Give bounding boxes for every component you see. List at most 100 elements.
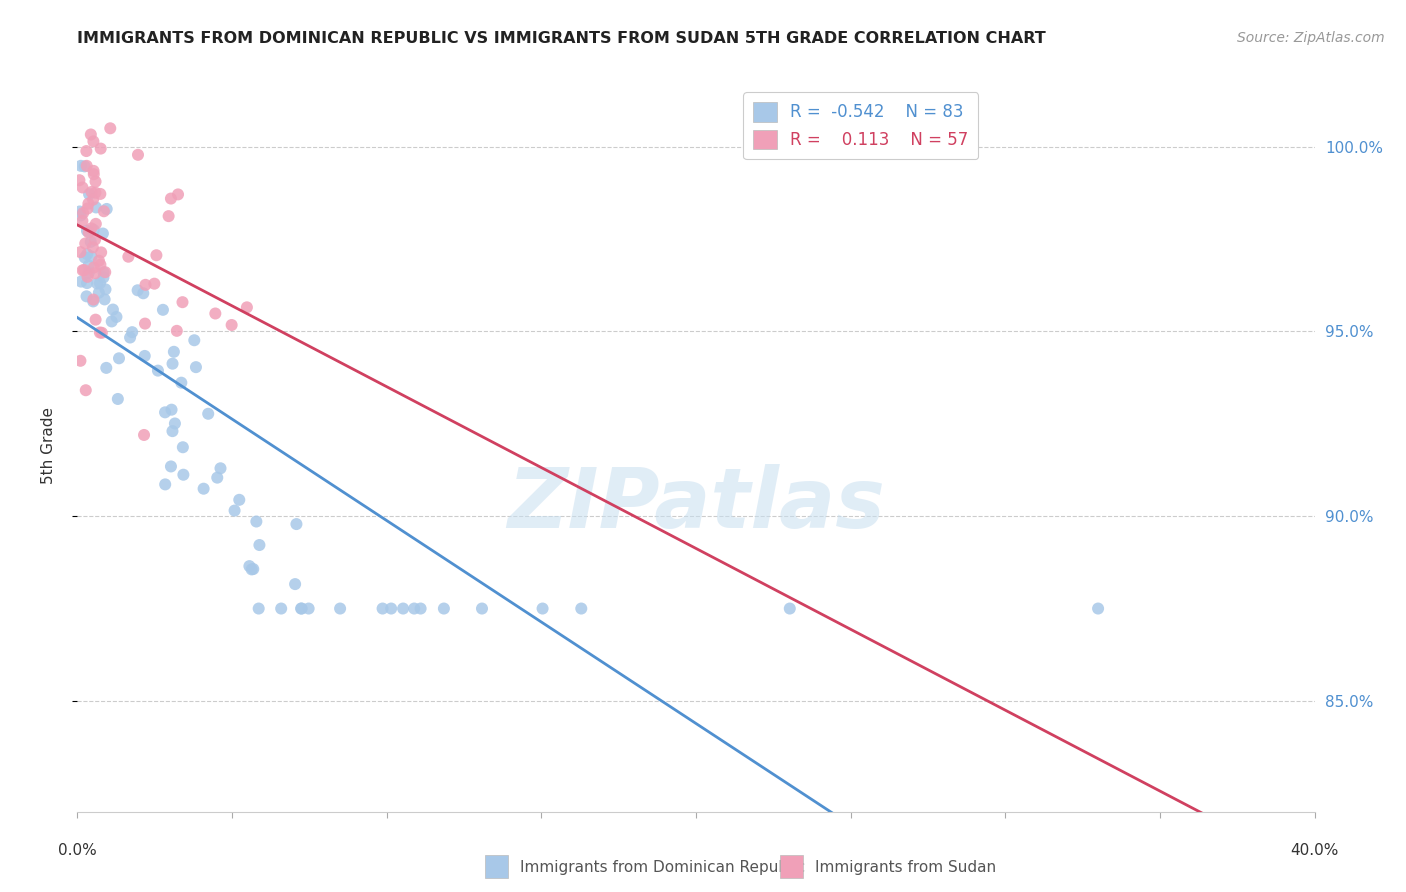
Point [121,325,143,339]
Point [392,601,415,615]
Point [132,286,155,301]
Point [94,265,117,279]
Point [73,251,96,265]
Text: Immigrants from Sudan: Immigrants from Sudan [815,860,997,874]
Point [84,175,107,189]
Point [127,283,149,297]
Point [162,424,184,438]
Y-axis label: 5th Grade: 5th Grade [42,408,56,484]
Point [84,201,107,215]
Point [89,276,111,290]
Point [69,353,91,368]
Point [170,376,193,390]
Point [245,515,267,529]
Point [238,559,260,574]
Point [242,562,264,576]
Point [108,351,131,366]
Point [80,185,103,199]
Point [134,349,156,363]
Point [80,250,103,264]
Point [433,601,456,615]
Point [83,167,105,181]
Point [77,266,100,280]
Point [84,233,107,247]
Point [80,128,103,142]
Point [101,302,124,317]
Point [207,470,229,484]
Text: IMMIGRANTS FROM DOMINICAN REPUBLIC VS IMMIGRANTS FROM SUDAN 5TH GRADE CORRELATIO: IMMIGRANTS FROM DOMINICAN REPUBLIC VS IM… [77,31,1046,46]
Point [84,217,107,231]
Point [75,236,97,251]
Point [209,461,232,475]
Point [84,312,107,326]
Point [72,263,94,277]
Point [83,260,105,275]
Point [160,459,183,474]
Point [166,324,188,338]
Point [1087,601,1109,615]
Point [569,601,592,615]
Point [157,209,180,223]
Point [72,206,94,220]
Point [76,159,98,173]
Point [76,202,98,216]
Point [145,248,167,262]
Point [89,186,111,201]
Point [117,250,139,264]
Point [89,326,111,340]
Point [83,223,105,237]
Point [96,360,118,375]
Point [404,601,426,615]
Point [236,301,259,315]
Point [69,245,91,260]
Point [163,417,186,431]
Point [93,265,115,279]
Point [143,277,166,291]
Point [329,601,352,615]
Point [77,187,100,202]
Text: 0.0%: 0.0% [58,843,97,858]
Point [127,148,149,162]
Point [69,159,91,173]
Text: ZIPatlas: ZIPatlas [508,464,884,545]
Point [146,363,169,377]
Point [197,407,219,421]
Point [204,306,226,320]
Point [100,314,122,328]
Point [298,601,321,615]
Point [172,295,194,310]
Point [82,135,104,149]
Point [160,192,183,206]
Point [172,467,194,482]
Text: 40.0%: 40.0% [1291,843,1339,858]
Point [77,226,100,240]
Point [76,269,98,284]
Point [249,538,271,552]
Point [172,440,194,454]
Point [90,142,112,156]
Point [90,245,112,260]
Point [69,204,91,219]
Point [183,333,205,347]
Point [91,227,114,241]
Point [87,285,110,300]
Point [471,601,494,615]
Point [779,601,801,615]
Point [70,275,93,289]
Point [93,270,115,285]
Point [153,477,176,491]
Point [290,601,312,615]
Point [93,204,115,219]
Point [291,601,314,615]
Text: Immigrants from Dominican Republic: Immigrants from Dominican Republic [520,860,806,874]
Point [84,266,107,280]
Point [184,360,207,375]
Point [69,209,91,223]
Point [221,318,243,332]
Point [72,180,94,194]
Text: Source: ZipAtlas.com: Source: ZipAtlas.com [1237,31,1385,45]
Point [152,302,174,317]
Point [94,282,117,296]
Point [82,294,104,309]
Point [134,277,156,292]
